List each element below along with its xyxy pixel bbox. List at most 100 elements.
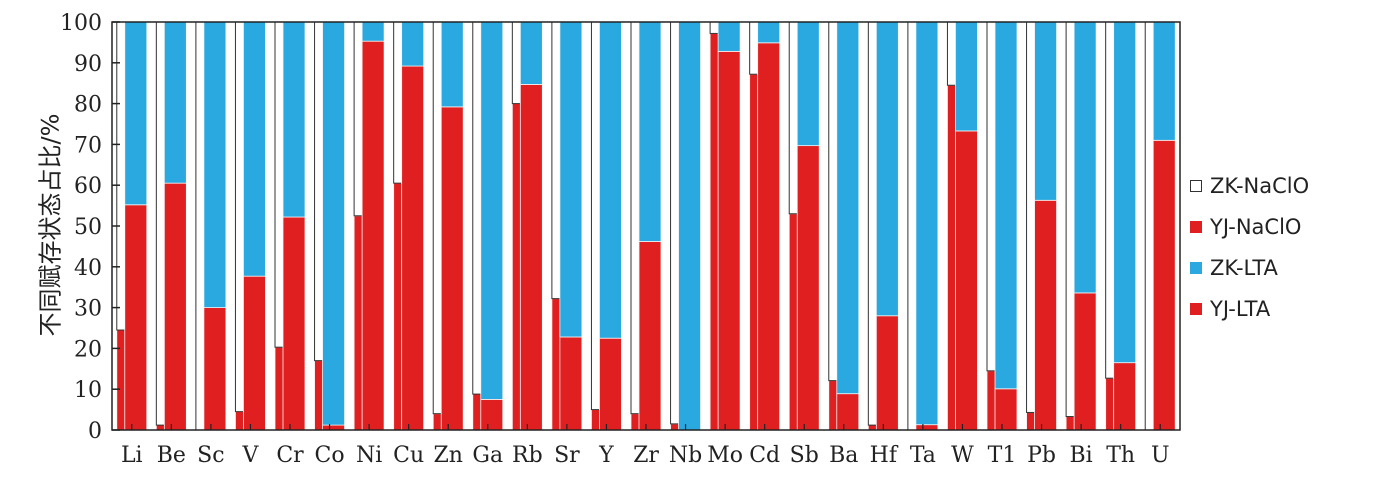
y-tick-label-20: 20 bbox=[74, 337, 102, 362]
bar-sb-yj-lta bbox=[796, 145, 820, 431]
bar-ga-zk-lta bbox=[480, 21, 504, 400]
y-tick-label-100: 100 bbox=[60, 11, 102, 36]
x-tick-label-ba: Ba bbox=[829, 443, 858, 468]
bar-t1-zk-lta bbox=[994, 21, 1018, 390]
x-tick-label-cu: Cu bbox=[393, 443, 424, 468]
bar-w-yj-lta bbox=[955, 130, 978, 431]
legend-item-yj-lta: YJ-LTA bbox=[1190, 288, 1375, 329]
bar-th-yj-lta bbox=[1113, 362, 1137, 431]
legend-item-zk-lta: ZK-LTA bbox=[1190, 247, 1375, 288]
bar-ni-yj-lta bbox=[361, 40, 385, 431]
x-tick-label-w: W bbox=[951, 443, 974, 468]
bar-cr-yj-lta bbox=[282, 216, 306, 431]
legend-label-yj-naclo: YJ-NaClO bbox=[1210, 214, 1302, 239]
y-tick-label-50: 50 bbox=[74, 215, 102, 240]
y-tick-label-0: 0 bbox=[88, 419, 102, 444]
legend-label-zk-naclo: ZK-NaClO bbox=[1210, 173, 1310, 198]
bar-sr-yj-lta bbox=[559, 336, 583, 431]
x-tick-label-bi: Bi bbox=[1070, 443, 1093, 468]
bar-ba-yj-lta bbox=[836, 393, 860, 431]
bar-hf-yj-lta bbox=[875, 315, 899, 431]
bar-th-zk-lta bbox=[1113, 21, 1137, 364]
legend-swatch-yj-naclo bbox=[1190, 220, 1202, 233]
x-tick-label-li: Li bbox=[121, 443, 143, 468]
bar-ta-zk-lta bbox=[915, 21, 939, 426]
x-tick-label-ta: Ta bbox=[910, 443, 936, 468]
bar-y-yj-lta bbox=[599, 337, 622, 431]
x-tick-label-pb: Pb bbox=[1027, 443, 1056, 468]
legend-label-yj-lta: YJ-LTA bbox=[1210, 296, 1271, 321]
legend-swatch-zk-naclo bbox=[1190, 179, 1202, 192]
x-tick-label-zr: Zr bbox=[633, 443, 659, 468]
x-tick-label-nb: Nb bbox=[669, 443, 702, 468]
bar-zn-yj-lta bbox=[440, 106, 464, 431]
y-tick-label-60: 60 bbox=[74, 174, 102, 199]
bar-mo-yj-lta bbox=[717, 50, 741, 431]
legend-item-yj-naclo: YJ-NaClO bbox=[1190, 206, 1375, 247]
bar-cu-zk-lta bbox=[401, 21, 425, 67]
y-tick-label-10: 10 bbox=[74, 378, 102, 403]
y-tick-label-40: 40 bbox=[74, 256, 102, 281]
bar-mo-zk-lta bbox=[717, 21, 741, 52]
bars-layer bbox=[116, 21, 1176, 431]
bar-zn-zk-lta bbox=[440, 21, 464, 108]
bar-pb-zk-lta bbox=[1034, 21, 1057, 201]
bar-hf-zk-lta bbox=[875, 21, 899, 317]
plot-frame bbox=[111, 21, 1181, 431]
legend-item-zk-naclo: ZK-NaClO bbox=[1190, 165, 1375, 206]
bar-ga-yj-lta bbox=[480, 398, 504, 431]
bar-y-zk-lta bbox=[599, 21, 622, 339]
bar-bi-zk-lta bbox=[1073, 21, 1097, 294]
y-tick-label-70: 70 bbox=[74, 133, 102, 158]
bar-ni-zk-lta bbox=[361, 21, 385, 42]
bar-v-zk-lta bbox=[243, 21, 266, 277]
y-axis-title: 不同赋存状态占比/% bbox=[36, 113, 65, 337]
x-tick-label-th: Th bbox=[1106, 443, 1135, 468]
bar-cd-yj-lta bbox=[757, 42, 781, 431]
bar-w-zk-lta bbox=[955, 21, 978, 132]
bar-cd-zk-lta bbox=[757, 21, 781, 44]
x-tick-label-rb: Rb bbox=[512, 443, 543, 468]
y-tick-label-90: 90 bbox=[74, 52, 102, 77]
x-tick-label-be: Be bbox=[157, 443, 186, 468]
bar-u-zk-lta bbox=[1152, 21, 1176, 141]
bar-t1-yj-lta bbox=[994, 388, 1018, 431]
bar-bi-yj-lta bbox=[1073, 292, 1097, 431]
x-tick-label-v: V bbox=[241, 443, 259, 468]
x-axis: Li Be Sc V Cr Co Ni Cu Zn Ga Rb Sr Y Zr Nb Mo Cd Sb Ba Hf Ta… bbox=[121, 424, 1170, 468]
x-tick-label-sr: Sr bbox=[554, 443, 580, 468]
bar-u-yj-lta bbox=[1152, 139, 1176, 431]
x-tick-label-cr: Cr bbox=[276, 443, 304, 468]
bar-ba-zk-lta bbox=[836, 21, 860, 395]
x-tick-label-ni: Ni bbox=[356, 443, 382, 468]
bar-rb-zk-lta bbox=[519, 21, 543, 85]
bar-li-yj-lta bbox=[124, 204, 148, 431]
x-tick-label-co: Co bbox=[315, 443, 345, 468]
y-axis: 0 10 20 30 40 50 60 70 80 90 100 bbox=[60, 11, 120, 444]
y-tick-label-80: 80 bbox=[74, 93, 102, 118]
bar-be-yj-lta bbox=[163, 182, 187, 431]
bar-co-zk-lta bbox=[322, 21, 345, 426]
legend-swatch-yj-lta bbox=[1190, 302, 1202, 315]
x-tick-label-sb: Sb bbox=[790, 443, 819, 468]
bar-be-zk-lta bbox=[163, 21, 187, 184]
legend-label-zk-lta: ZK-LTA bbox=[1210, 255, 1278, 280]
x-tick-label-u: U bbox=[1151, 443, 1170, 468]
bar-sr-zk-lta bbox=[559, 21, 583, 338]
bar-cr-zk-lta bbox=[282, 21, 306, 218]
bar-v-yj-lta bbox=[243, 275, 266, 431]
x-tick-label-ga: Ga bbox=[472, 443, 503, 468]
bar-cu-yj-lta bbox=[401, 65, 425, 431]
bar-ta-yj-lta bbox=[915, 424, 939, 431]
bar-zr-zk-lta bbox=[638, 21, 662, 242]
bar-sc-zk-lta bbox=[203, 21, 227, 309]
legend: ZK-NaClO YJ-NaClO ZK-LTA YJ-LTA bbox=[1190, 165, 1375, 329]
x-tick-label-zn: Zn bbox=[433, 443, 462, 468]
x-tick-label-t1: T1 bbox=[988, 443, 1017, 468]
bar-zr-yj-lta bbox=[638, 241, 662, 431]
x-tick-label-hf: Hf bbox=[870, 443, 899, 468]
y-tick-label-30: 30 bbox=[74, 297, 102, 322]
bar-sb-zk-lta bbox=[796, 21, 820, 147]
x-tick-label-cd: Cd bbox=[749, 443, 780, 468]
